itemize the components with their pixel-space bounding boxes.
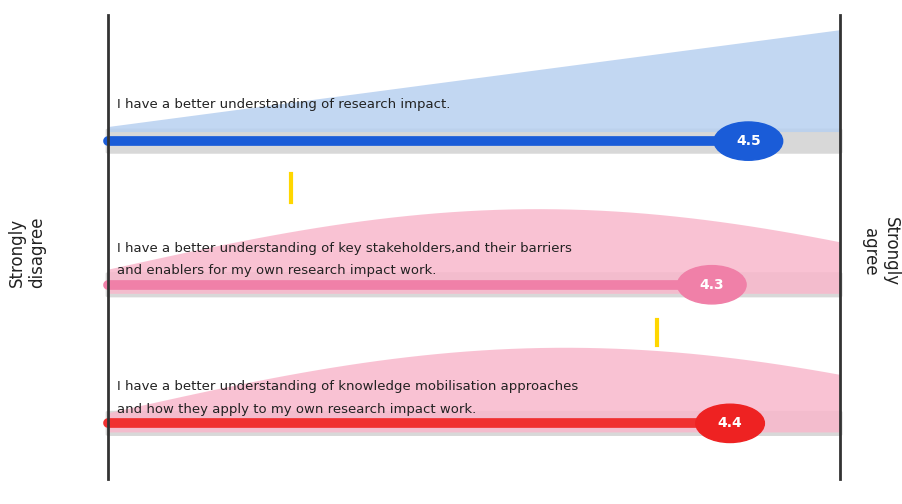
Text: 4.3: 4.3 bbox=[699, 278, 723, 292]
FancyBboxPatch shape bbox=[106, 272, 842, 297]
FancyBboxPatch shape bbox=[106, 411, 842, 436]
Text: I have a better understanding of key stakeholders,and their barriers: I have a better understanding of key sta… bbox=[117, 241, 572, 255]
Polygon shape bbox=[108, 209, 839, 294]
Circle shape bbox=[713, 122, 782, 160]
Circle shape bbox=[676, 266, 745, 304]
Text: 4.4: 4.4 bbox=[717, 416, 741, 430]
Polygon shape bbox=[108, 348, 839, 432]
Text: I have a better understanding of research impact.: I have a better understanding of researc… bbox=[117, 98, 450, 111]
FancyBboxPatch shape bbox=[106, 129, 842, 154]
Text: I have a better understanding of knowledge mobilisation approaches: I have a better understanding of knowled… bbox=[117, 380, 578, 393]
Text: and how they apply to my own research impact work.: and how they apply to my own research im… bbox=[117, 403, 476, 416]
Text: Strongly
disagree: Strongly disagree bbox=[8, 216, 46, 288]
Text: 4.5: 4.5 bbox=[735, 134, 759, 148]
Text: Strongly
agree: Strongly agree bbox=[861, 217, 898, 287]
Polygon shape bbox=[108, 30, 839, 132]
Circle shape bbox=[695, 404, 764, 443]
Text: and enablers for my own research impact work.: and enablers for my own research impact … bbox=[117, 264, 437, 277]
